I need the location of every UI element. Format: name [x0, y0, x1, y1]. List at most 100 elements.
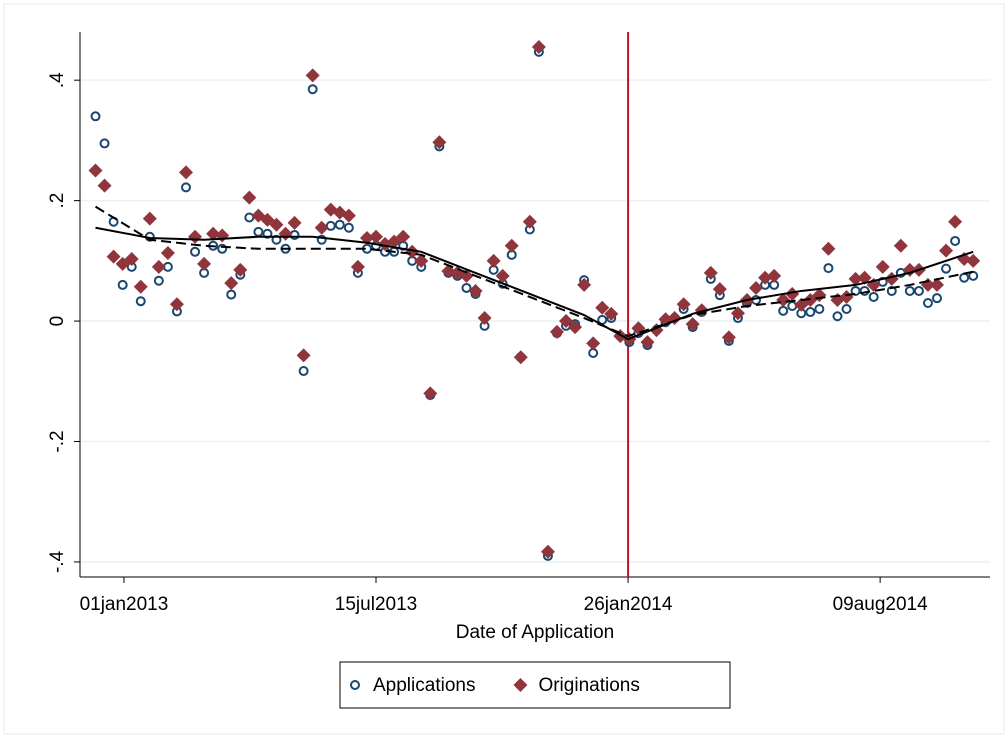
point: [106, 249, 121, 264]
y-tick-label: 0: [47, 316, 68, 327]
point: [369, 229, 384, 244]
point: [206, 226, 221, 241]
point: [99, 138, 110, 149]
point: [776, 292, 791, 307]
point: [314, 220, 329, 235]
point: [180, 182, 191, 193]
point: [904, 285, 915, 296]
point: [124, 252, 139, 267]
x-axis-title: Date of Application: [456, 622, 614, 643]
point: [477, 311, 492, 326]
point: [269, 217, 284, 232]
point: [90, 111, 101, 122]
point: [758, 270, 773, 285]
point: [296, 348, 311, 363]
point: [423, 386, 438, 401]
point: [531, 40, 546, 55]
point: [712, 282, 727, 297]
point: [305, 68, 320, 83]
point: [341, 208, 356, 223]
point: [151, 259, 166, 274]
point: [767, 268, 782, 283]
point: [334, 219, 345, 230]
point: [595, 300, 610, 315]
point: [568, 320, 583, 335]
point: [350, 259, 365, 274]
frame: [3, 3, 1005, 735]
point: [97, 178, 112, 193]
point: [814, 304, 825, 315]
point: [432, 135, 447, 150]
point: [730, 306, 745, 321]
point: [468, 283, 483, 298]
point: [343, 222, 354, 233]
legend: [339, 661, 731, 709]
point: [396, 229, 411, 244]
point: [316, 234, 327, 245]
point: [922, 297, 933, 308]
legend-marker: [513, 678, 528, 692]
point: [939, 243, 954, 258]
fit-line: [95, 226, 974, 341]
x-tick-label: 26jan2014: [584, 594, 673, 615]
point: [785, 286, 800, 301]
point: [823, 263, 834, 274]
point: [169, 297, 184, 312]
point: [226, 289, 237, 300]
point: [242, 190, 257, 205]
point: [721, 330, 736, 345]
point: [577, 277, 592, 292]
point: [190, 246, 201, 257]
point: [117, 279, 128, 290]
point: [839, 289, 854, 304]
point: [932, 293, 943, 304]
point: [895, 267, 906, 278]
point: [948, 214, 963, 229]
fit-line: [94, 205, 974, 338]
point: [224, 276, 239, 291]
point: [913, 285, 924, 296]
point: [540, 544, 555, 559]
point: [848, 271, 863, 286]
point: [405, 244, 420, 259]
point: [459, 268, 474, 283]
point: [133, 279, 148, 294]
y-tick-label: -.2: [47, 430, 68, 452]
point: [559, 314, 574, 329]
point: [685, 317, 700, 332]
point: [414, 253, 429, 268]
point: [850, 285, 861, 296]
point: [703, 265, 718, 280]
point: [875, 259, 890, 274]
legend-marker: [350, 680, 360, 690]
point: [821, 241, 836, 256]
point: [233, 262, 248, 277]
point: [522, 214, 537, 229]
point: [893, 238, 908, 253]
point: [135, 296, 146, 307]
point: [298, 366, 309, 377]
point: [307, 84, 318, 95]
point: [950, 235, 961, 246]
point: [549, 324, 564, 339]
point: [676, 297, 691, 312]
legend-label: Originations: [538, 675, 639, 696]
point: [217, 243, 228, 254]
legend-label: Applications: [373, 675, 475, 696]
point: [142, 211, 157, 226]
point: [749, 280, 764, 295]
x-tick-label: 01jan2013: [80, 594, 169, 615]
point: [868, 291, 879, 302]
point: [178, 165, 193, 180]
point: [640, 335, 655, 350]
x-tick-label: 15jul2013: [335, 594, 417, 615]
point: [287, 215, 302, 230]
y-tick-label: .4: [47, 72, 68, 88]
point: [486, 253, 501, 268]
point: [586, 336, 601, 351]
y-tick-label: -.4: [47, 550, 68, 573]
point: [160, 246, 175, 261]
point: [197, 256, 212, 271]
point: [941, 263, 952, 274]
